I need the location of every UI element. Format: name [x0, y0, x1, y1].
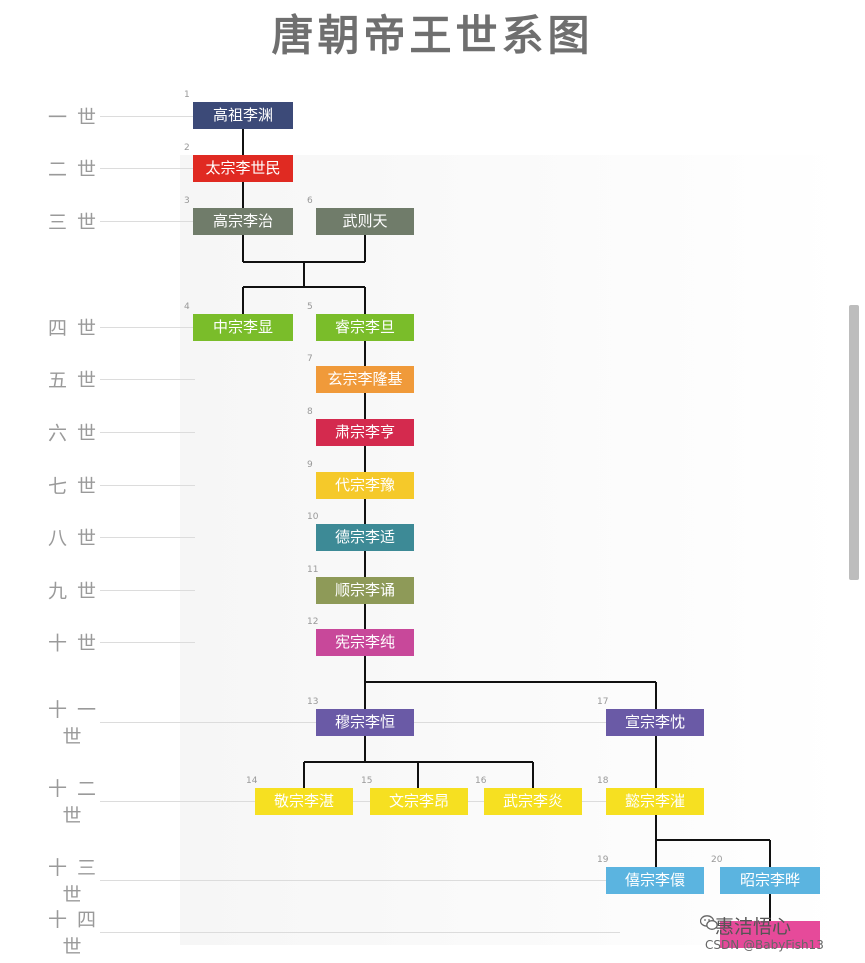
generation-label: 三 世 — [47, 211, 99, 234]
ruler-box: 高祖李渊 — [193, 102, 293, 129]
ruler-box: 高宗李治 — [193, 208, 293, 235]
connector-line — [242, 182, 244, 208]
ruler-order-number: 4 — [184, 302, 190, 312]
ruler-box: 中宗李显 — [193, 314, 293, 341]
connector-line — [242, 235, 244, 262]
generation-label: 一 世 — [47, 106, 99, 129]
generation-label: 十 三 世 — [47, 857, 99, 906]
ruler-box: 懿宗李漼 — [606, 788, 704, 815]
connector-line — [655, 682, 657, 709]
generation-label: 六 世 — [47, 422, 99, 445]
connector-line — [303, 262, 305, 287]
connector-line — [769, 894, 771, 921]
connector-line — [364, 287, 366, 314]
ruler-box: 宣宗李忱 — [606, 709, 704, 736]
generation-guide-line — [100, 880, 620, 881]
ruler-order-number: 14 — [246, 776, 258, 786]
connector-line — [364, 551, 366, 577]
generation-guide-line — [100, 485, 195, 486]
ruler-order-number: 18 — [597, 776, 609, 786]
connector-line — [769, 840, 771, 867]
connector-line — [655, 815, 657, 867]
ruler-box: 敬宗李湛 — [255, 788, 353, 815]
ruler-box: 太宗李世民 — [193, 155, 293, 182]
connector-line — [303, 762, 305, 788]
connector-line — [364, 604, 366, 629]
connector-line — [364, 736, 366, 762]
generation-label: 十 四 世 — [47, 909, 99, 958]
generation-guide-line — [100, 801, 620, 802]
generation-label: 十 二 世 — [47, 778, 99, 827]
scrollbar[interactable] — [849, 305, 859, 580]
ruler-box: 顺宗李诵 — [316, 577, 414, 604]
generation-label: 五 世 — [47, 369, 99, 392]
generation-guide-line — [100, 379, 195, 380]
generation-label: 十 世 — [47, 632, 99, 655]
ruler-order-number: 10 — [307, 512, 319, 522]
generation-label: 八 世 — [47, 527, 99, 550]
ruler-box: 宪宗李纯 — [316, 629, 414, 656]
ruler-box: 僖宗李儇 — [606, 867, 704, 894]
generation-guide-line — [100, 537, 195, 538]
ruler-order-number: 5 — [307, 302, 313, 312]
ruler-order-number: 17 — [597, 697, 609, 707]
ruler-box: 穆宗李恒 — [316, 709, 414, 736]
connector-line — [655, 736, 657, 788]
connector-line — [242, 129, 244, 155]
ruler-box: 昭宗李晔 — [720, 867, 820, 894]
connector-line — [365, 681, 656, 683]
generation-guide-line — [100, 432, 195, 433]
connector-line — [242, 287, 244, 314]
generation-guide-line — [100, 168, 195, 169]
chart-title: 唐朝帝王世系图 — [271, 11, 594, 60]
generation-label: 二 世 — [47, 158, 99, 181]
connector-line — [364, 446, 366, 472]
ruler-order-number: 8 — [307, 407, 313, 417]
ruler-order-number: 12 — [307, 617, 319, 627]
ruler-box: 玄宗李隆基 — [316, 366, 414, 393]
generation-guide-line — [100, 116, 195, 117]
ruler-order-number: 1 — [184, 90, 190, 100]
connector-line — [417, 762, 419, 788]
ruler-box: 武则天 — [316, 208, 414, 235]
generation-label: 七 世 — [47, 475, 99, 498]
ruler-box: 代宗李豫 — [316, 472, 414, 499]
ruler-order-number: 19 — [597, 855, 609, 865]
generation-guide-line — [100, 221, 195, 222]
ruler-box: 肃宗李亨 — [316, 419, 414, 446]
connector-line — [532, 762, 534, 788]
wechat-icon — [700, 915, 718, 930]
connector-line — [364, 235, 366, 262]
connector-line — [656, 839, 770, 841]
ruler-order-number: 3 — [184, 196, 190, 206]
ruler-order-number: 13 — [307, 697, 319, 707]
generation-label: 四 世 — [47, 317, 99, 340]
generation-label: 十 一 世 — [47, 699, 99, 748]
ruler-box: 武宗李炎 — [484, 788, 582, 815]
ruler-order-number: 16 — [475, 776, 487, 786]
connector-line — [364, 499, 366, 524]
chart-background — [180, 155, 845, 945]
ruler-order-number: 9 — [307, 460, 313, 470]
watermark-credit: CSDN @BabyFish13 — [705, 938, 824, 952]
generation-label: 九 世 — [47, 580, 99, 603]
ruler-order-number: 7 — [307, 354, 313, 364]
ruler-box — [720, 921, 820, 948]
ruler-box: 德宗李适 — [316, 524, 414, 551]
connector-line — [364, 341, 366, 366]
connector-line — [364, 393, 366, 419]
watermark-brand: 惠洁悟心 — [715, 916, 792, 938]
ruler-order-number: 15 — [361, 776, 373, 786]
ruler-order-number: 11 — [307, 565, 319, 575]
connector-line — [243, 286, 365, 288]
ruler-order-number: 20 — [711, 855, 723, 865]
generation-guide-line — [100, 932, 620, 933]
ruler-order-number: 2 — [184, 143, 190, 153]
ruler-order-number: 6 — [307, 196, 313, 206]
generation-guide-line — [100, 327, 195, 328]
generation-guide-line — [100, 590, 195, 591]
ruler-box: 睿宗李旦 — [316, 314, 414, 341]
generation-guide-line — [100, 642, 195, 643]
ruler-box: 文宗李昂 — [370, 788, 468, 815]
